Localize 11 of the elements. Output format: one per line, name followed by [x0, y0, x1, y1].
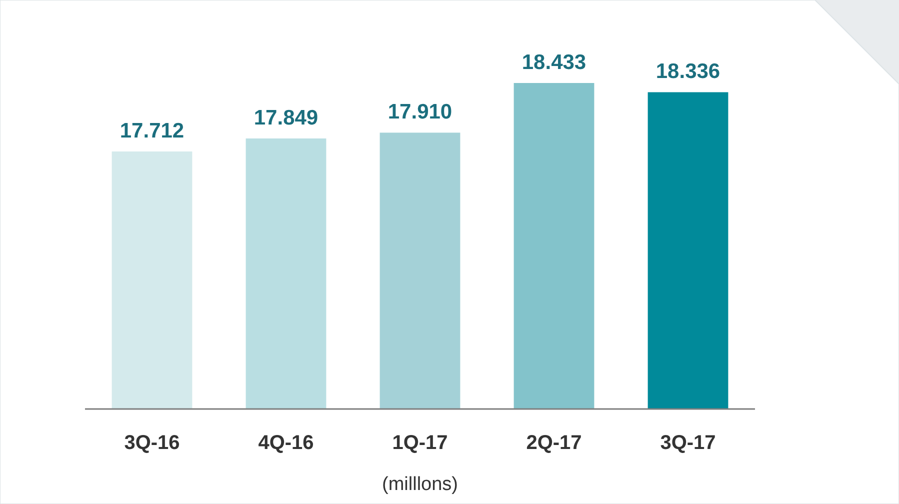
- x-tick-label: 1Q-17: [392, 432, 448, 454]
- data-label: 17.910: [388, 100, 452, 124]
- x-tick-label: 4Q-16: [258, 432, 314, 454]
- x-tick-label: 2Q-17: [526, 432, 582, 454]
- data-label: 17.712: [120, 119, 184, 142]
- x-tick-label: 3Q-17: [660, 432, 716, 454]
- x-axis-title: (milllons): [382, 474, 458, 495]
- data-label: 17.849: [254, 106, 318, 130]
- data-label: 18.336: [656, 60, 720, 84]
- data-label: 18.433: [522, 51, 586, 74]
- x-tick-label: 3Q-16: [124, 432, 180, 454]
